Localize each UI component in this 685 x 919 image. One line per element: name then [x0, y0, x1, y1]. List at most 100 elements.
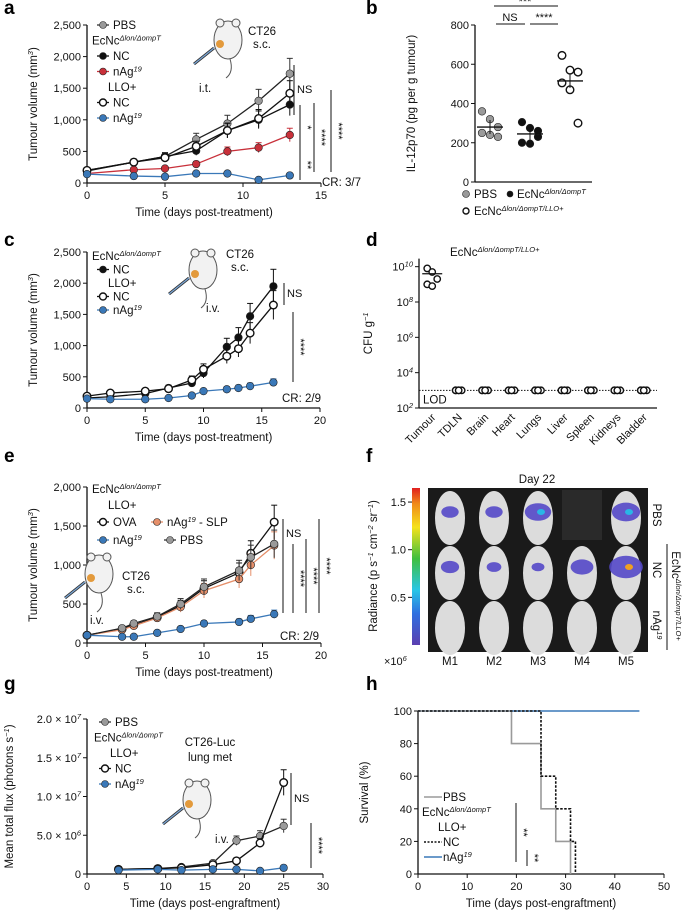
- text-part: M1: [442, 656, 458, 668]
- superscript: 7: [77, 751, 82, 760]
- legend-entry: nAg19 - SLP: [167, 515, 228, 529]
- text-part: sr: [368, 512, 380, 525]
- y-axis-title: Tumour volume (mm3): [26, 273, 40, 387]
- data-point: [117, 624, 127, 633]
- y-tick-label: 200: [451, 138, 469, 150]
- data-point: [164, 393, 173, 403]
- text-part: CR: 2/9: [280, 631, 319, 643]
- text-part: 2,500: [53, 20, 81, 32]
- y-tick-label: 1,000: [53, 115, 81, 127]
- text-part: Time (days post-engraftment): [466, 898, 617, 910]
- text-part: ): [4, 724, 16, 728]
- x-tick-label: 5: [162, 190, 168, 202]
- text-part: 0: [84, 415, 90, 427]
- mouse-ear: [215, 18, 225, 28]
- legend-entry: nAg19: [443, 850, 473, 864]
- text-part: ****: [294, 570, 306, 588]
- y-tick-label: 2,000: [53, 482, 81, 494]
- data-point: [153, 612, 162, 621]
- series-line: [86, 543, 275, 636]
- panel-label-d: d: [366, 230, 378, 251]
- legend-entry: EcNcΔlon/ΔompT: [92, 482, 162, 496]
- y-tick-label: 102: [397, 401, 414, 415]
- text-part: 0: [84, 190, 90, 202]
- mouse-label: M3: [530, 656, 546, 668]
- text-part: ): [368, 500, 380, 504]
- significance-label: *: [301, 125, 313, 130]
- mouse-illustration: [64, 552, 114, 613]
- legend-entry: LLO+: [108, 82, 137, 94]
- data-point: [245, 328, 255, 338]
- text-part: EcNc: [92, 251, 120, 263]
- legend-marker: [99, 52, 107, 60]
- x-tick-label: 50: [658, 881, 670, 893]
- text-part: lung met: [188, 752, 233, 764]
- superscript: 4: [409, 366, 413, 375]
- text-part: Tumour volume (mm: [28, 516, 40, 622]
- colorbar-tick-label: 1.5: [391, 497, 406, 509]
- y-axis-title: Tumour volume (mm3): [26, 508, 40, 622]
- data-point: [255, 838, 265, 848]
- y-tick-label: 0: [406, 869, 412, 881]
- data-point: [534, 386, 542, 395]
- superscript: Δlon/ΔompT: [118, 249, 162, 258]
- text-part: **: [301, 161, 313, 170]
- data-point: [433, 275, 442, 283]
- row-label: NC: [650, 562, 662, 579]
- y-tick-label: 1,500: [53, 309, 81, 321]
- text-part: Survival (%): [359, 761, 371, 823]
- luminescence-signal: [486, 562, 502, 572]
- data-point: [192, 169, 201, 178]
- x-tick-label: 5: [142, 415, 148, 427]
- text-part: 10: [397, 368, 409, 380]
- text-part: **: [528, 854, 540, 863]
- data-point: [279, 863, 288, 872]
- text-part: M2: [486, 656, 502, 668]
- data-point: [586, 386, 595, 395]
- data-point: [187, 391, 196, 400]
- text-part: 50: [658, 881, 670, 893]
- text-part: NS: [287, 288, 302, 300]
- text-part: 60: [400, 771, 412, 783]
- legend-marker: [99, 265, 107, 274]
- x-tick-label: 0: [415, 881, 421, 893]
- mouse-ear: [206, 248, 216, 258]
- panel-label-a: a: [4, 0, 15, 19]
- text-part: 5: [123, 881, 129, 893]
- significance-label: NS: [297, 84, 312, 96]
- y-axis-title: IL-12p70 (pg per g tumour): [406, 35, 418, 173]
- legend-entry: EcNcΔlon/ΔompT: [517, 187, 587, 201]
- data-point: [285, 130, 294, 140]
- data-point: [525, 139, 535, 148]
- mouse-tail: [96, 592, 103, 613]
- text-part: **: [517, 828, 529, 837]
- text-part: 600: [451, 59, 469, 71]
- data-point: [254, 175, 263, 184]
- text-part: Time (days post-engraftment): [130, 898, 281, 910]
- x-tick-label: 15: [199, 881, 211, 893]
- text-part: Time (days post-treatment): [135, 432, 273, 444]
- text-part: 1,000: [53, 341, 81, 353]
- legend-entry: NC: [115, 764, 132, 776]
- data-point: [270, 539, 279, 549]
- data-point: [246, 614, 255, 623]
- x-tick-label: 30: [559, 881, 571, 893]
- text-part: - SLP: [196, 517, 228, 529]
- data-point: [177, 866, 186, 875]
- series-line: [418, 710, 577, 874]
- superscript: 3: [26, 276, 35, 281]
- y-tick-label: 2,500: [53, 20, 81, 32]
- y-tick-label: 1.0 × 107: [37, 790, 82, 804]
- x-tick-label: 10: [461, 881, 473, 893]
- text-part: M5: [618, 656, 634, 668]
- y-tick-label: 400: [451, 99, 469, 111]
- data-point: [477, 128, 487, 138]
- text-part: ****: [312, 837, 324, 855]
- superscript: 7: [77, 712, 82, 721]
- panel-label-h: h: [366, 674, 378, 695]
- data-point: [191, 141, 201, 151]
- data-point: [223, 169, 232, 178]
- text-part: Time (days post-treatment): [135, 667, 273, 679]
- colorbar-multiplier: ×106: [384, 654, 408, 668]
- data-point: [533, 126, 543, 136]
